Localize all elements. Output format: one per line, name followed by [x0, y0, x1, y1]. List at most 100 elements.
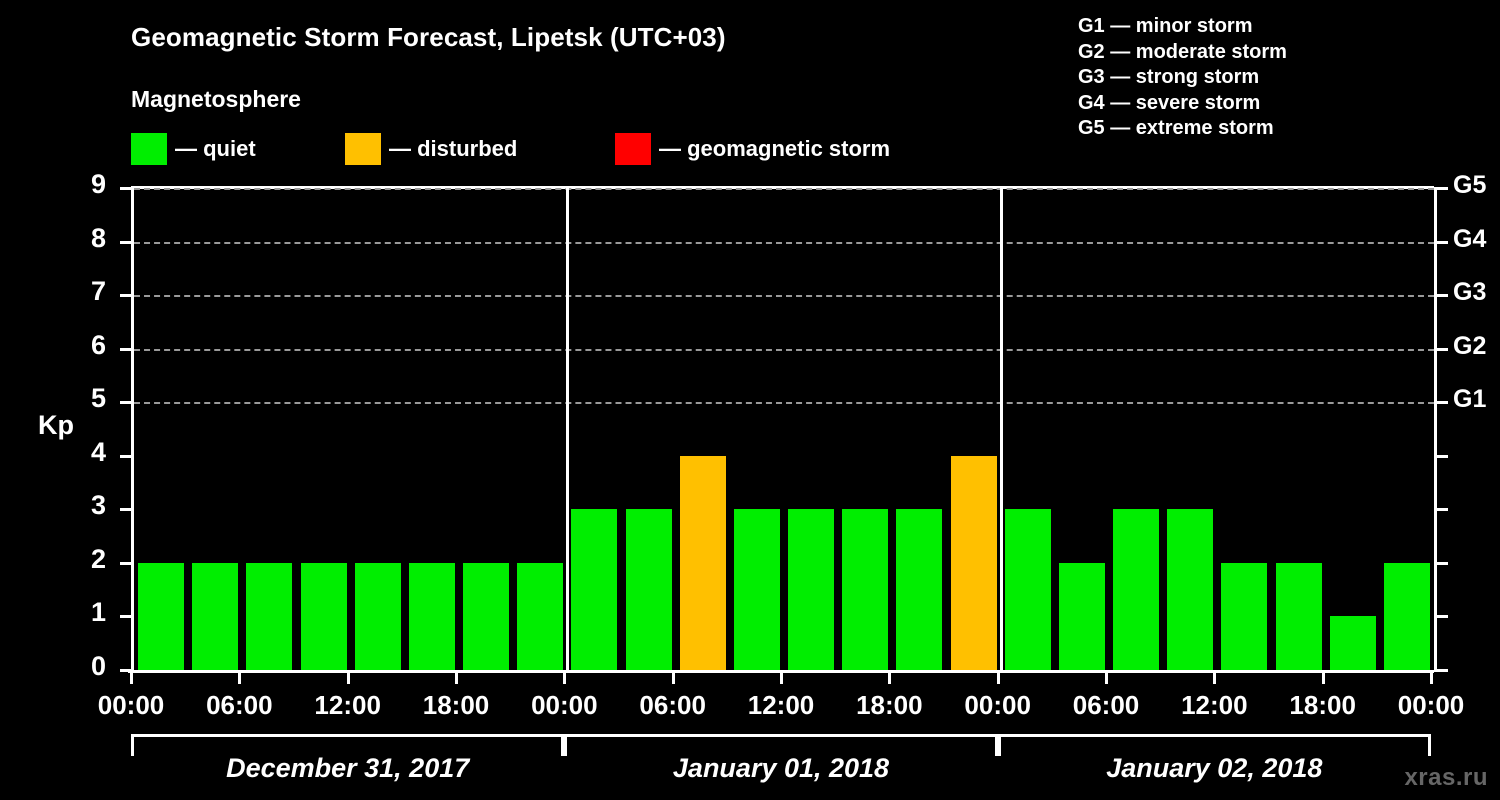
kp-bar: [408, 562, 455, 670]
g-scale-legend: G1 — minor storm G2 — moderate storm G3 — …: [1078, 14, 1287, 142]
kp-bar: [246, 562, 293, 670]
y-tick-1: [120, 615, 134, 619]
magnetosphere-heading: Magnetosphere: [131, 86, 301, 112]
x-tick-12: [1430, 670, 1433, 684]
kp-bar: [1058, 562, 1105, 670]
y-tick-right-7: [1434, 294, 1448, 298]
y-tick-right-0: [1434, 669, 1448, 672]
y-tick-0: [120, 669, 134, 672]
day-divider: [566, 188, 570, 670]
x-axis-time-label: 06:00: [639, 690, 706, 720]
x-axis-time-label: 18:00: [856, 690, 923, 720]
legend-label-quiet: — quiet: [175, 136, 256, 161]
gridline-kp-5: [134, 402, 1434, 405]
gridline-kp-6: [134, 348, 1434, 351]
y-axis-label-6: 6: [90, 329, 106, 360]
y-tick-right-6: [1434, 347, 1448, 351]
legend-swatch-disturbed: [345, 133, 381, 165]
y-tick-8: [120, 240, 134, 244]
x-axis-time-label: 12:00: [747, 690, 815, 720]
legend-swatch-storm: [615, 133, 651, 165]
date-label: January 02, 2018: [1106, 753, 1323, 783]
kp-bar: [896, 509, 943, 670]
y-tick-right-3: [1434, 508, 1448, 512]
x-tick-11: [1321, 670, 1325, 684]
g-axis-label-G2: G2: [1453, 331, 1487, 360]
y-axis-label-3: 3: [90, 490, 106, 521]
y-tick-9: [120, 187, 134, 190]
g-scale-item-5: G5 — extreme storm: [1078, 117, 1274, 139]
y-tick-right-1: [1434, 615, 1448, 619]
kp-bar: [300, 562, 347, 670]
y-axis-label-2: 2: [90, 543, 106, 574]
kp-bar: [354, 562, 401, 670]
plot-top-border: [131, 186, 1434, 189]
kp-bar: [192, 562, 239, 670]
g-scale-item-2: G2 — moderate storm: [1078, 40, 1287, 63]
kp-bar: [842, 509, 889, 670]
y-axis-label-9: 9: [90, 169, 106, 199]
y-tick-5: [120, 401, 134, 405]
kp-bar: [788, 509, 835, 670]
kp-bar: [733, 509, 780, 670]
x-tick-1: [238, 670, 242, 684]
gridline-kp-8: [134, 241, 1434, 244]
kp-bar: [950, 455, 997, 670]
legend-swatch-quiet: [131, 133, 167, 165]
x-axis-time-label: 00:00: [97, 690, 165, 720]
watermark: xras.ru: [1404, 764, 1488, 791]
x-tick-10: [1213, 670, 1217, 684]
y-tick-right-5: [1434, 401, 1448, 405]
g-axis-label-G1: G1: [1453, 385, 1487, 414]
date-bracket: [997, 734, 1431, 756]
x-tick-6: [780, 670, 783, 684]
x-axis-time-label: 06:00: [206, 690, 273, 720]
x-axis-time-label: 12:00: [1181, 690, 1248, 720]
date-label: December 31, 2017: [226, 753, 470, 783]
kp-bar: [679, 455, 726, 670]
kp-bar: [1329, 616, 1376, 670]
kp-bar: [517, 562, 564, 670]
date-label: January 01, 2018: [672, 753, 890, 783]
y-tick-4: [120, 454, 134, 458]
x-tick-0: [130, 670, 133, 684]
kp-bar: [1004, 509, 1051, 670]
gridline-kp-7: [134, 295, 1434, 298]
y-tick-right-9: [1434, 187, 1448, 190]
g-axis-label-G3: G3: [1453, 278, 1487, 307]
x-tick-2: [346, 670, 350, 684]
x-tick-3: [455, 670, 458, 684]
kp-bar: [1167, 509, 1214, 670]
y-axis-label-4: 4: [90, 436, 106, 467]
legend-label-disturbed: — disturbed: [389, 136, 518, 161]
legend-label-storm: — geomagnetic storm: [659, 136, 891, 161]
date-bracket: [131, 734, 565, 756]
x-axis-time-label: 06:00: [1072, 690, 1140, 720]
x-axis-time-label: 00:00: [964, 690, 1031, 720]
y-axis-title: Kp: [38, 410, 74, 440]
y-axis-label-7: 7: [90, 276, 106, 307]
y-tick-2: [120, 561, 134, 565]
page-title: Geomagnetic Storm Forecast, Lipetsk (UTC…: [131, 22, 726, 52]
g-scale-item-1: G1 — minor storm: [1078, 15, 1253, 37]
kp-bar: [138, 562, 185, 670]
x-axis-time-label: 12:00: [314, 690, 381, 720]
kp-bar: [1275, 562, 1322, 670]
y-tick-right-8: [1434, 240, 1448, 244]
x-tick-8: [996, 670, 1000, 684]
kp-bar: [571, 509, 618, 670]
x-tick-5: [671, 670, 675, 684]
g-axis-label-G5: G5: [1453, 171, 1487, 199]
g-axis-label-G4: G4: [1453, 224, 1487, 253]
y-tick-right-2: [1434, 561, 1448, 565]
kp-bar: [463, 562, 510, 670]
y-axis-label-0: 0: [90, 651, 106, 681]
date-bracket: [564, 734, 998, 756]
kp-bar: [1113, 509, 1160, 670]
y-axis-label-1: 1: [90, 597, 106, 628]
kp-bar: [1383, 562, 1430, 670]
plot-area: [120, 187, 1448, 672]
y-tick-3: [120, 508, 134, 512]
g-scale-item-3: G3 — strong storm: [1078, 66, 1260, 88]
